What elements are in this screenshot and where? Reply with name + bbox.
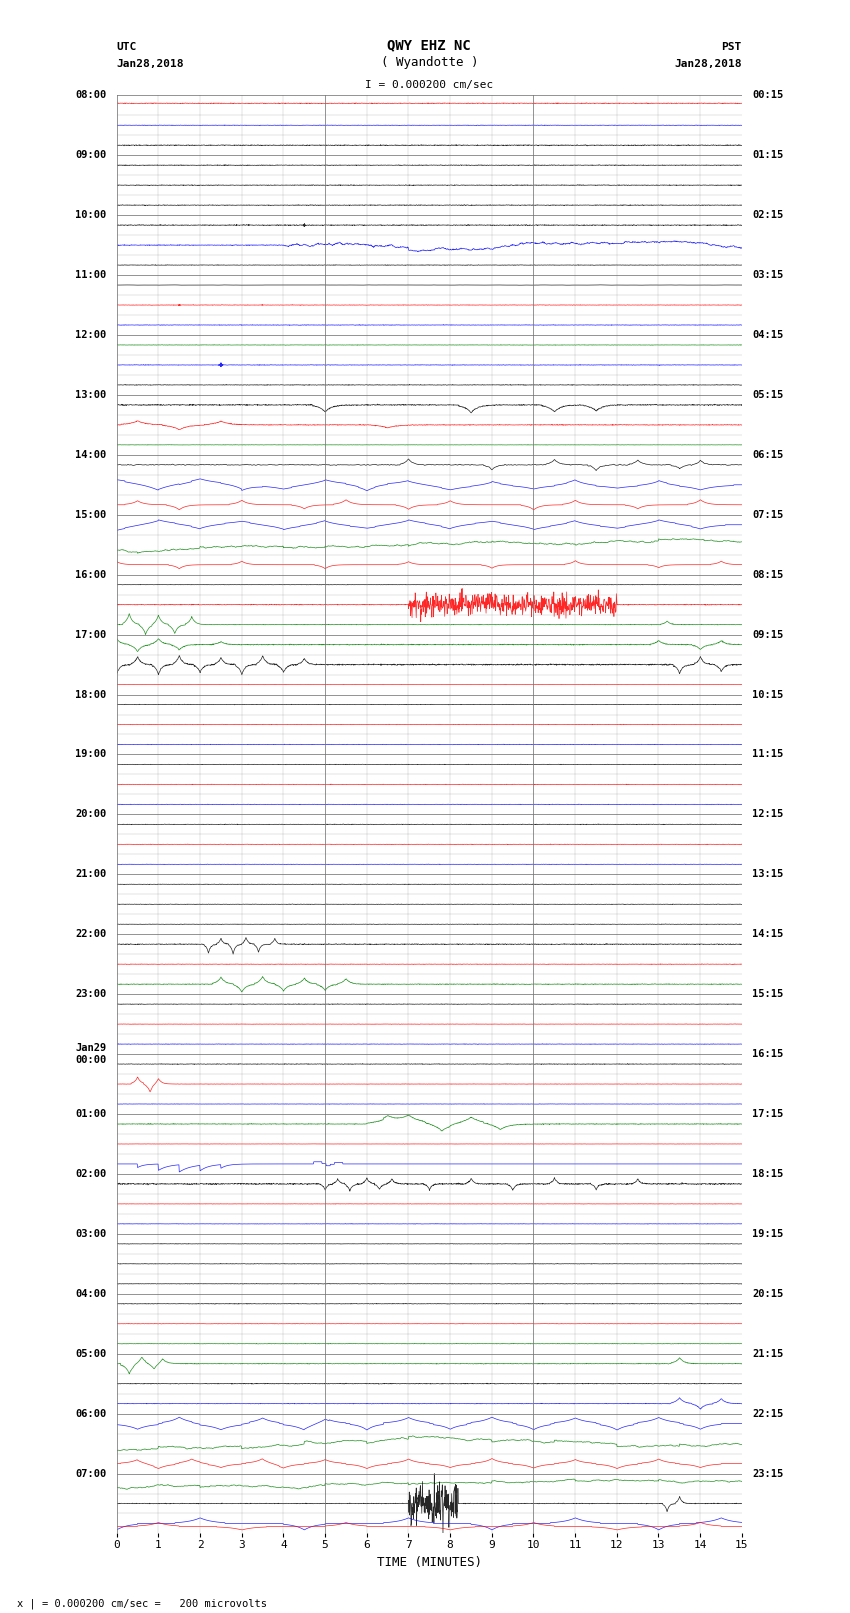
Text: 15:00: 15:00 xyxy=(75,510,106,519)
Text: 17:15: 17:15 xyxy=(752,1110,784,1119)
Text: 09:00: 09:00 xyxy=(75,150,106,160)
Text: 17:00: 17:00 xyxy=(75,629,106,640)
Text: 04:00: 04:00 xyxy=(75,1289,106,1298)
Text: 14:00: 14:00 xyxy=(75,450,106,460)
Text: 18:00: 18:00 xyxy=(75,689,106,700)
Text: 08:00: 08:00 xyxy=(75,90,106,100)
Text: 07:00: 07:00 xyxy=(75,1468,106,1479)
Text: 02:15: 02:15 xyxy=(752,210,784,219)
Text: 12:15: 12:15 xyxy=(752,810,784,819)
Text: PST: PST xyxy=(722,42,742,52)
Text: 01:00: 01:00 xyxy=(75,1110,106,1119)
Text: 22:15: 22:15 xyxy=(752,1408,784,1418)
Text: 11:15: 11:15 xyxy=(752,750,784,760)
Text: 21:15: 21:15 xyxy=(752,1348,784,1358)
Text: 04:15: 04:15 xyxy=(752,331,784,340)
Text: 13:15: 13:15 xyxy=(752,869,784,879)
Text: 06:00: 06:00 xyxy=(75,1408,106,1418)
Text: Jan28,2018: Jan28,2018 xyxy=(116,60,184,69)
Text: 14:15: 14:15 xyxy=(752,929,784,939)
Text: 19:00: 19:00 xyxy=(75,750,106,760)
Text: 07:15: 07:15 xyxy=(752,510,784,519)
Text: 01:15: 01:15 xyxy=(752,150,784,160)
Text: 21:00: 21:00 xyxy=(75,869,106,879)
Text: 16:15: 16:15 xyxy=(752,1048,784,1060)
X-axis label: TIME (MINUTES): TIME (MINUTES) xyxy=(377,1557,482,1569)
Text: 22:00: 22:00 xyxy=(75,929,106,939)
Text: 16:00: 16:00 xyxy=(75,569,106,579)
Text: 10:15: 10:15 xyxy=(752,689,784,700)
Text: 09:15: 09:15 xyxy=(752,629,784,640)
Text: x | = 0.000200 cm/sec =   200 microvolts: x | = 0.000200 cm/sec = 200 microvolts xyxy=(17,1598,267,1610)
Text: UTC: UTC xyxy=(116,42,137,52)
Text: 00:15: 00:15 xyxy=(752,90,784,100)
Text: QWY EHZ NC: QWY EHZ NC xyxy=(388,39,471,52)
Text: Jan28,2018: Jan28,2018 xyxy=(674,60,742,69)
Text: 08:15: 08:15 xyxy=(752,569,784,579)
Text: 19:15: 19:15 xyxy=(752,1229,784,1239)
Text: 11:00: 11:00 xyxy=(75,269,106,281)
Text: 03:00: 03:00 xyxy=(75,1229,106,1239)
Text: 20:15: 20:15 xyxy=(752,1289,784,1298)
Text: 12:00: 12:00 xyxy=(75,331,106,340)
Text: 23:00: 23:00 xyxy=(75,989,106,998)
Text: 18:15: 18:15 xyxy=(752,1169,784,1179)
Text: 15:15: 15:15 xyxy=(752,989,784,998)
Text: 05:00: 05:00 xyxy=(75,1348,106,1358)
Text: 23:15: 23:15 xyxy=(752,1468,784,1479)
Text: 03:15: 03:15 xyxy=(752,269,784,281)
Text: 13:00: 13:00 xyxy=(75,390,106,400)
Text: 20:00: 20:00 xyxy=(75,810,106,819)
Text: 06:15: 06:15 xyxy=(752,450,784,460)
Text: ( Wyandotte ): ( Wyandotte ) xyxy=(381,56,478,69)
Text: I = 0.000200 cm/sec: I = 0.000200 cm/sec xyxy=(366,79,493,90)
Text: 05:15: 05:15 xyxy=(752,390,784,400)
Text: 10:00: 10:00 xyxy=(75,210,106,219)
Text: Jan29
00:00: Jan29 00:00 xyxy=(75,1044,106,1065)
Text: 02:00: 02:00 xyxy=(75,1169,106,1179)
